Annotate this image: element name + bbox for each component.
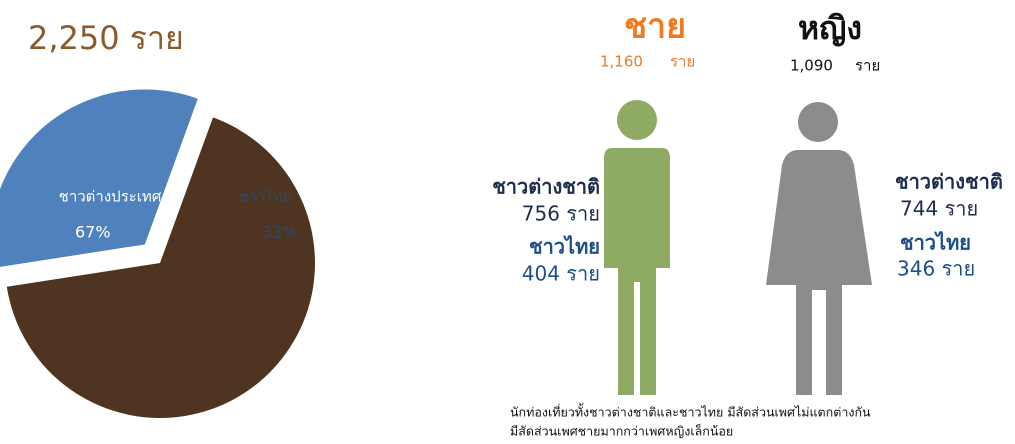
male-thai-label: ชาวไทย: [529, 235, 600, 259]
female-figure: [766, 102, 872, 395]
male-title: ชาย: [624, 7, 686, 47]
slice-value: 33%: [262, 223, 298, 242]
slice-label: ชาวไทย: [238, 188, 291, 206]
slice-label: ชาวต่างประเทศ: [59, 188, 162, 206]
pie-slice: [6, 117, 315, 418]
pie-slice: [0, 89, 198, 267]
female-foreign-count: 744 ราย: [900, 197, 978, 221]
pie: [0, 89, 315, 418]
caption-line: มีสัดส่วนเพศชายมากกว่าเพศหญิงเล็กน้อย: [510, 424, 733, 439]
slice-value: 67%: [75, 223, 111, 242]
male-thai-count: 404 ราย: [522, 262, 600, 286]
chart-title: 2,250 ราย: [28, 19, 184, 57]
male-figure: [604, 100, 670, 395]
male-count: 1,160: [600, 53, 643, 71]
male-unit: ราย: [670, 53, 695, 71]
male-foreign-label: ชาวต่างชาติ: [492, 175, 600, 199]
female-thai-label: ชาวไทย: [900, 231, 971, 255]
male-foreign-count: 756 ราย: [522, 202, 600, 226]
caption-line: นักท่องเที่ยวทั้งชาวต่างชาติและชาวไทย มี…: [510, 403, 871, 420]
female-thai-count: 346 ราย: [897, 257, 975, 281]
female-title: หญิง: [798, 9, 862, 47]
female-count: 1,090: [790, 57, 833, 75]
female-foreign-label: ชาวต่างชาติ: [895, 170, 1003, 194]
female-unit: ราย: [855, 57, 880, 75]
